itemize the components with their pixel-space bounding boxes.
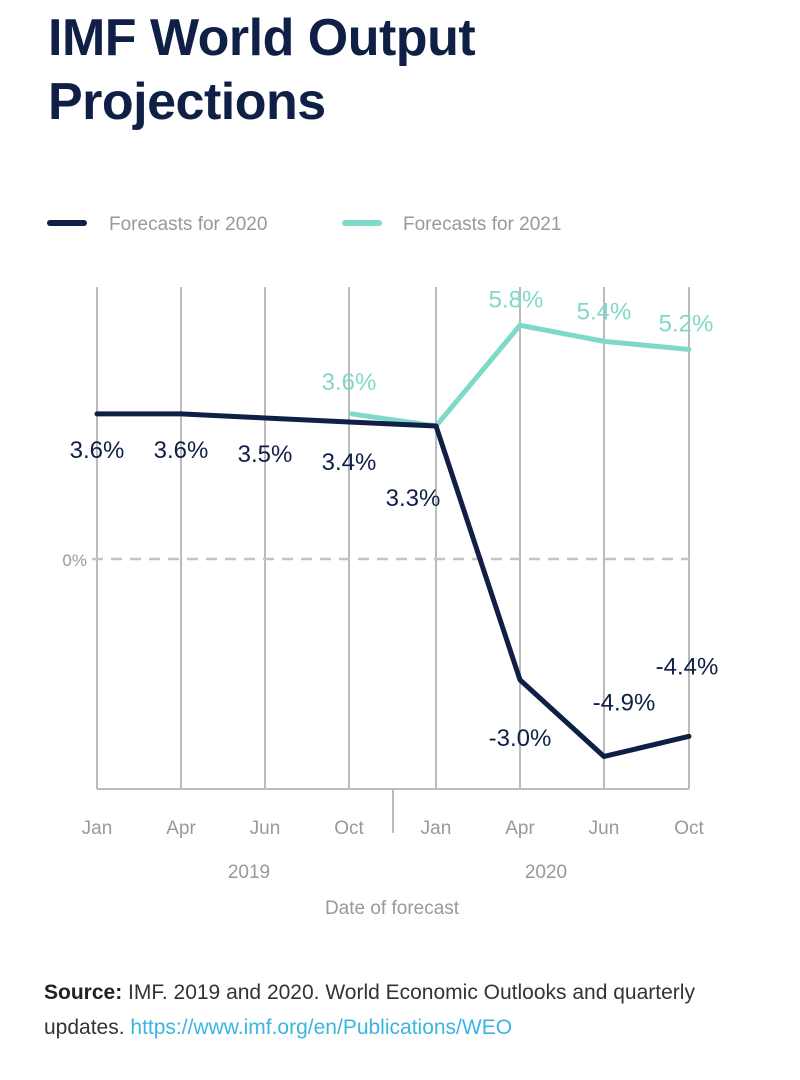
x-tick-label: Jan: [421, 818, 452, 839]
x-tick-label: Jun: [250, 818, 281, 839]
x-group-label: 2020: [525, 862, 567, 883]
source-note: Source: IMF. 2019 and 2020. World Econom…: [44, 975, 764, 1045]
data-label-2020: 3.3%: [386, 485, 441, 512]
data-label-2021: 5.8%: [489, 286, 544, 313]
zero-label: 0%: [62, 551, 87, 570]
source-label: Source:: [44, 981, 123, 1004]
x-tick-label: Jan: [82, 818, 113, 839]
chart-title: IMF World Output Projections: [48, 6, 476, 134]
x-axis-title: Date of forecast: [325, 898, 460, 919]
data-label-2020: 3.6%: [70, 437, 125, 464]
data-label-2020: -4.9%: [593, 689, 656, 716]
line-chart: Forecasts for 2020 Forecasts for 2021 0% Ja…: [47, 214, 719, 919]
legend-2020-label: Forecasts for 2020: [109, 214, 267, 235]
x-tick-label: Oct: [674, 818, 704, 839]
chart-title-line-1: IMF World Output: [48, 9, 476, 67]
data-label-2021: 5.2%: [659, 310, 714, 337]
source-text: IMF. 2019 and 2020. World Economic Outlo…: [44, 981, 695, 1039]
data-label-2021: 5.4%: [577, 298, 632, 325]
chart-title-line-2: Projections: [48, 73, 326, 131]
x-group-label: 2019: [228, 862, 270, 883]
x-tick-label: Oct: [334, 818, 364, 839]
data-label-2020: -3.0%: [489, 725, 552, 752]
data-label-2020: 3.4%: [322, 449, 377, 476]
legend-2021-label: Forecasts for 2021: [403, 214, 561, 235]
data-label-2021: 3.6%: [322, 369, 377, 396]
series-2021-line: [349, 322, 692, 429]
x-tick-label: Apr: [505, 818, 535, 839]
series-2020-line: [94, 411, 692, 759]
x-tick-label: Jun: [589, 818, 620, 839]
data-label-2020: 3.6%: [154, 437, 209, 464]
data-label-2020: -4.4%: [656, 653, 719, 680]
x-tick-label: Apr: [166, 818, 196, 839]
source-link[interactable]: https://www.imf.org/en/Publications/WEO: [130, 1016, 513, 1039]
data-label-2020: 3.5%: [238, 441, 293, 468]
